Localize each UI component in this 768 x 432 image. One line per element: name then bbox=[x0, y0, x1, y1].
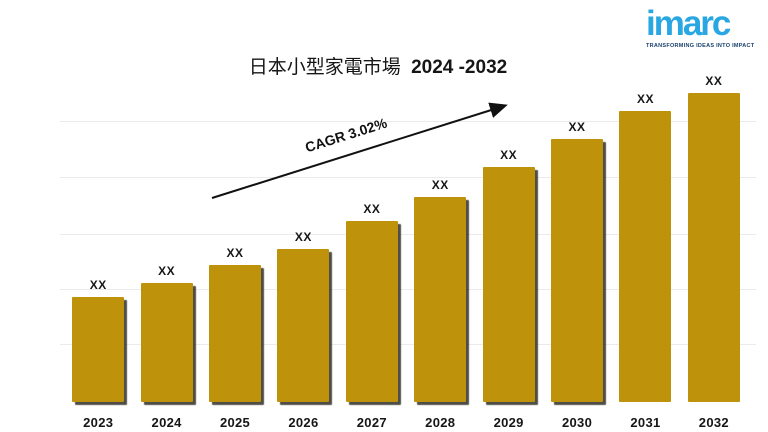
imarc-logo-text: imarc bbox=[646, 4, 731, 43]
bar-2026 bbox=[277, 249, 330, 402]
bar-value-label: XX bbox=[636, 92, 654, 106]
x-axis-label-2029: 2029 bbox=[493, 415, 524, 430]
x-axis-label-2027: 2027 bbox=[356, 415, 387, 430]
bar-value-label: XX bbox=[363, 202, 381, 216]
bar-column-2023: XX 2023 bbox=[64, 62, 132, 430]
x-axis-label-2032: 2032 bbox=[698, 415, 729, 430]
chart-title: 日本小型家電市場 2024 -2032 bbox=[0, 52, 756, 79]
x-axis-label-2031: 2031 bbox=[630, 415, 661, 430]
bar-column-2025: XX 2025 bbox=[201, 62, 269, 430]
gridline bbox=[60, 289, 756, 290]
x-axis-label-2025: 2025 bbox=[219, 415, 251, 430]
imarc-logo-tagline: TRANSFORMING IDEAS INTO IMPACT bbox=[646, 43, 755, 49]
bar-2028 bbox=[414, 197, 467, 402]
bar-value-label: XX bbox=[431, 178, 449, 192]
bar-2031 bbox=[619, 111, 672, 402]
bar-2024 bbox=[140, 283, 193, 402]
bar-value-label: XX bbox=[500, 148, 518, 162]
bar-value-label: XX bbox=[158, 264, 176, 278]
gridline bbox=[60, 344, 756, 345]
bar-2023 bbox=[72, 297, 125, 402]
bar-column-2029: XX 2029 bbox=[474, 62, 542, 430]
plot-area: XX 2023 XX 2024 XX 2025 XX 2026 XX 2027 XX 2028 XX 20… bbox=[60, 62, 756, 430]
x-axis-label-2026: 2026 bbox=[288, 415, 319, 430]
bar-value-label: XX bbox=[705, 74, 723, 88]
x-axis-label-2028: 2028 bbox=[425, 415, 456, 430]
bar-column-2027: XX 2027 bbox=[338, 62, 406, 430]
bar-column-2030: XX 2030 bbox=[543, 62, 611, 430]
imarc-logo: imarc TRANSFORMING IDEAS INTO IMPACT bbox=[646, 4, 755, 50]
bar-value-label: XX bbox=[226, 246, 244, 260]
bar-2032 bbox=[687, 93, 740, 402]
bar-2029 bbox=[482, 167, 535, 402]
bar-column-2032: XX 2032 bbox=[680, 62, 748, 430]
x-axis-label-2023: 2023 bbox=[83, 415, 114, 430]
bar-series: XX 2023 XX 2024 XX 2025 XX 2026 XX 2027 XX 2028 XX 20… bbox=[64, 62, 748, 430]
chart-title-market: 日本小型家電市場 bbox=[248, 57, 401, 78]
bar-value-label: XX bbox=[89, 278, 107, 292]
bar-2030 bbox=[551, 139, 604, 402]
bar-column-2024: XX 2024 bbox=[132, 62, 200, 430]
bar-2025 bbox=[209, 265, 262, 402]
bar-value-label: XX bbox=[568, 120, 586, 134]
bar-2027 bbox=[345, 221, 398, 402]
chart-title-range: 2024 -2032 bbox=[411, 57, 508, 78]
bar-column-2031: XX 2031 bbox=[611, 62, 679, 430]
bar-column-2028: XX 2028 bbox=[406, 62, 474, 430]
x-axis-label-2024: 2024 bbox=[151, 415, 182, 430]
x-axis-label-2030: 2030 bbox=[561, 415, 593, 430]
gridline bbox=[60, 234, 756, 235]
bar-column-2026: XX 2026 bbox=[269, 62, 337, 430]
bar-value-label: XX bbox=[294, 230, 312, 244]
